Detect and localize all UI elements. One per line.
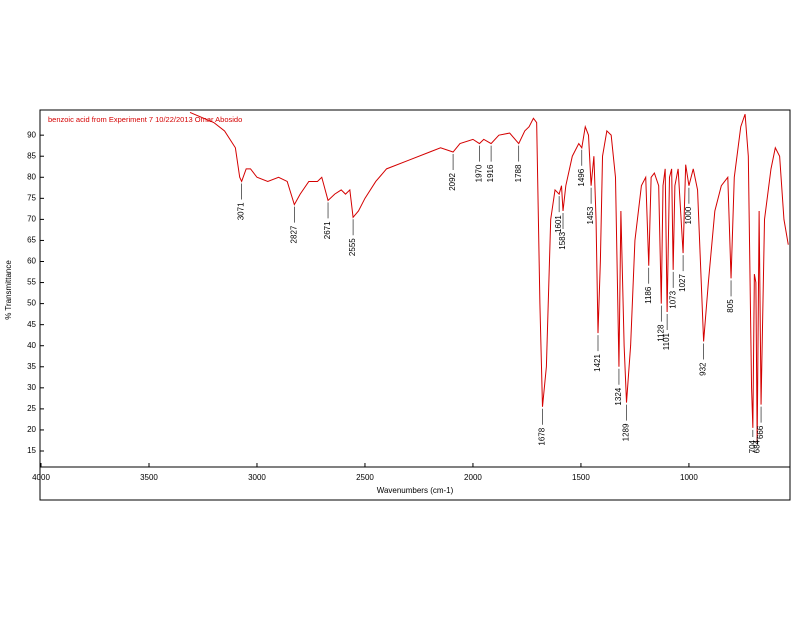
y-tick-label: 90 [27,130,36,139]
peak-label: 1128 [656,324,665,342]
peak-label: 1027 [678,274,687,292]
peak-label: 1289 [622,423,631,441]
peak-label: 666 [756,425,765,439]
peak-label: 1073 [668,290,677,308]
y-tick-label: 30 [27,383,36,392]
peak-label: 805 [726,299,735,313]
y-tick-label: 60 [27,257,36,266]
x-tick-label: 4000 [32,473,50,482]
spectrum-line [189,111,789,443]
x-tick-label: 1000 [680,473,698,482]
peak-label: 1496 [577,168,586,186]
frame [39,109,791,501]
peak-label: 1101 [662,332,671,350]
y-tick-label: 65 [27,236,36,245]
peak-label: 2092 [448,172,457,190]
y-tick-label: 15 [27,446,36,455]
x-tick-label: 2000 [464,473,482,482]
peak-label: 1788 [514,164,523,182]
peak-label: 1970 [475,164,484,182]
y-tick-label: 85 [27,151,36,160]
y-tick-label: 55 [27,278,36,287]
x-tick-label: 1500 [572,473,590,482]
peak-label: 1916 [486,164,495,182]
peak-label: 1324 [614,387,623,405]
y-tick-label: 20 [27,425,36,434]
peak-label: 1583 [558,231,567,249]
x-tick-label: 2500 [356,473,374,482]
peak-label: 1186 [644,286,653,304]
y-tick-label: 45 [27,320,36,329]
y-axis-label: % Transmittance [4,260,13,320]
y-tick-label: 35 [27,362,36,371]
y-tick-label: 40 [27,341,36,350]
y-tick-label: 25 [27,404,36,413]
y-tick-label: 50 [27,299,36,308]
y-tick-label: 75 [27,193,36,202]
peak-label: 1421 [593,354,602,372]
x-tick-label: 3000 [248,473,266,482]
y-tick-label: 80 [27,172,36,181]
peak-label: 3071 [237,202,246,220]
peak-label: 2555 [348,238,357,256]
peak-label: 1601 [554,215,563,233]
x-axis-label: Wavenumbers (cm-1) [377,486,454,495]
peak-label: 1453 [586,206,595,224]
peak-label: 684 [752,439,761,453]
chart-title: benzoic acid from Experiment 7 10/22/201… [48,115,242,124]
x-tick-label: 3500 [140,473,158,482]
peak-label: 1678 [538,427,547,445]
y-tick-label: 70 [27,214,36,223]
peak-label: 2827 [289,225,298,243]
peak-label: 1000 [684,206,693,224]
peak-label: 2671 [323,221,332,239]
peak-label: 932 [699,362,708,376]
peak-label: 704 [748,439,757,453]
